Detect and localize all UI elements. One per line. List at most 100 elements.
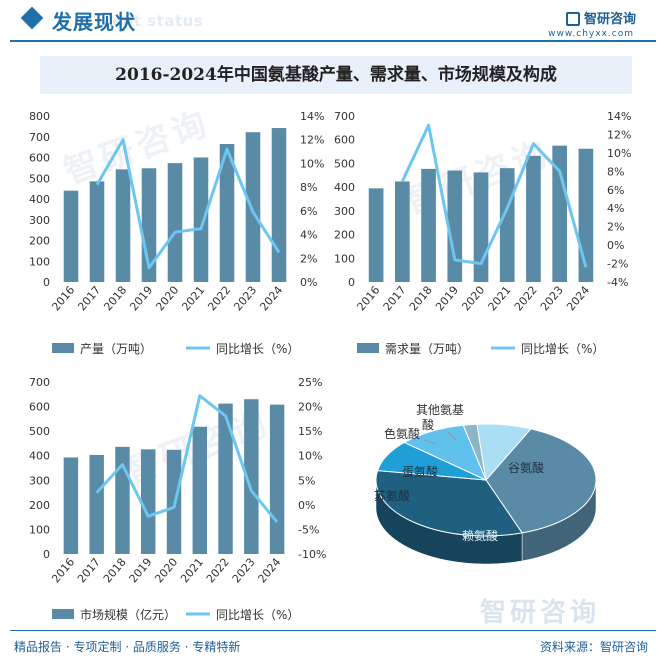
chart-title: 2016-2024年中国氨基酸产量、需求量、市场规模及构成 — [115, 65, 557, 85]
bar — [89, 454, 104, 554]
footer-source: 资料来源：智研咨询 — [539, 640, 648, 654]
bar — [421, 168, 436, 282]
pie-label: 蛋氨酸 — [402, 464, 438, 479]
footer: 精品报告 · 专项定制 · 品质服务 · 专精特新 资料来源：智研咨询 — [0, 630, 666, 658]
growth-line — [95, 138, 281, 270]
y2-tick-label: 2% — [607, 221, 624, 234]
x-tick-label: 2021 — [178, 556, 206, 586]
y2-tick-label: 15% — [298, 425, 322, 438]
y-tick-label: 0 — [43, 276, 50, 289]
bar — [526, 155, 541, 282]
market-size-chart: 0 100 200 300 400 500 600 700 -10% -5% 0% 5% 10% 15% 2… — [29, 376, 326, 622]
x-tick-label: 2018 — [407, 284, 435, 314]
pie-label: 赖氨酸 — [462, 528, 498, 543]
footer-services: 精品报告 · 专项定制 · 品质服务 · 专精特新 — [14, 640, 241, 654]
y-tick-label: 400 — [29, 193, 50, 206]
x-tick-label: 2020 — [459, 284, 487, 314]
bar — [218, 403, 233, 554]
y-tick-label: 700 — [29, 376, 50, 389]
y2-tick-label: 12% — [300, 134, 324, 147]
x-tick-label: 2016 — [354, 284, 382, 314]
y2-tick-label: -5% — [298, 523, 319, 536]
y2-tick-label: 5% — [298, 474, 315, 487]
x-tick-label: 2020 — [152, 556, 180, 586]
y2-tick-label: -4% — [607, 276, 628, 289]
legend-bar-label: 市场规模（亿元） — [80, 607, 176, 622]
legend-line-label: 同比增长（%） — [216, 342, 299, 356]
y-tick-label: 600 — [334, 134, 355, 147]
y2-tick-label: 0% — [298, 499, 315, 512]
bar — [193, 157, 209, 282]
growth-line — [400, 123, 588, 268]
x-tick-label: 2022 — [205, 284, 233, 314]
y2-tick-label: -10% — [298, 548, 326, 561]
bar — [89, 181, 105, 282]
bar — [115, 446, 130, 554]
brand-name: 智研咨询 — [583, 12, 636, 27]
legend-bar-swatch — [52, 609, 74, 619]
y2-tick-label: 14% — [300, 110, 324, 123]
bar — [368, 188, 384, 282]
section-subtitle: ent status — [112, 12, 204, 30]
x-tick-label: 2016 — [49, 556, 77, 586]
title-bar: 2016-2024年中国氨基酸产量、需求量、市场规模及构成 — [40, 56, 632, 94]
y2-tick-label: -2% — [607, 258, 628, 271]
bar — [499, 168, 515, 282]
y-tick-label: 600 — [29, 152, 50, 165]
bar — [63, 190, 79, 282]
y2-tick-label: 20% — [298, 401, 322, 414]
y-tick-label: 100 — [29, 255, 50, 268]
pie-label-cont: 酸 — [422, 417, 434, 432]
x-tick-label: 2019 — [127, 284, 155, 314]
bar — [245, 132, 261, 282]
y2-tick-label: 12% — [607, 128, 631, 141]
x-tick-label: 2017 — [75, 556, 103, 586]
y2-tick-label: 0% — [300, 276, 317, 289]
y-tick-label: 300 — [29, 214, 50, 227]
y2-tick-label: 10% — [298, 450, 322, 463]
footer-divider — [10, 630, 656, 631]
y2-tick-label: 10% — [300, 157, 324, 170]
x-tick-label: 2018 — [101, 556, 129, 586]
y-tick-label: 0 — [348, 276, 355, 289]
y-tick-label: 700 — [29, 131, 50, 144]
y-tick-label: 400 — [334, 181, 355, 194]
watermark: 智研咨询 — [480, 598, 601, 628]
bar — [447, 170, 463, 282]
y-tick-label: 500 — [29, 172, 50, 185]
bar — [141, 449, 156, 554]
pie-slice — [375, 470, 523, 537]
y2-tick-label: 6% — [607, 184, 624, 197]
header-divider — [10, 40, 656, 42]
bar — [394, 181, 410, 282]
legend-bar-label: 产量（万吨） — [80, 342, 152, 356]
y-tick-label: 100 — [334, 252, 355, 265]
pie-label: 苏氨酸 — [374, 488, 410, 503]
y-tick-label: 500 — [29, 425, 50, 438]
legend-line-label: 同比增长（%） — [216, 608, 299, 622]
y-tick-label: 300 — [334, 205, 355, 218]
x-tick-label: 2024 — [255, 556, 283, 586]
bar — [269, 404, 285, 554]
bar — [115, 169, 131, 282]
y-tick-label: 200 — [29, 499, 50, 512]
legend-bar-swatch — [357, 343, 379, 353]
brand-logo-icon — [565, 12, 580, 26]
y-tick-label: 200 — [29, 235, 50, 248]
section-title: 发展现状 — [52, 10, 136, 34]
x-tick-label: 2022 — [512, 284, 540, 314]
pie-slice — [485, 428, 597, 534]
x-tick-label: 2016 — [49, 284, 77, 314]
y2-tick-label: 0% — [607, 239, 624, 252]
x-tick-label: 2017 — [75, 284, 103, 314]
y2-tick-label: 4% — [607, 202, 624, 215]
y-tick-label: 200 — [334, 229, 355, 242]
x-tick-label: 2020 — [153, 284, 181, 314]
brand-site: www.chyxx.com — [548, 29, 634, 39]
x-tick-label: 2017 — [381, 284, 409, 314]
x-tick-label: 2024 — [257, 284, 285, 314]
header: ent status 发展现状 智研咨询 www.chyxx.com — [0, 0, 666, 46]
pie-slice — [476, 423, 532, 482]
y-tick-label: 100 — [29, 523, 50, 536]
